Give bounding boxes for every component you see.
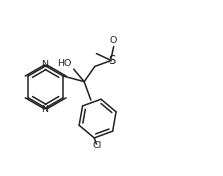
Text: N: N bbox=[41, 105, 48, 114]
Text: N: N bbox=[41, 60, 48, 69]
Text: O: O bbox=[110, 36, 117, 45]
Text: Cl: Cl bbox=[92, 141, 101, 150]
Text: S: S bbox=[108, 54, 115, 67]
Text: HO: HO bbox=[57, 59, 71, 68]
